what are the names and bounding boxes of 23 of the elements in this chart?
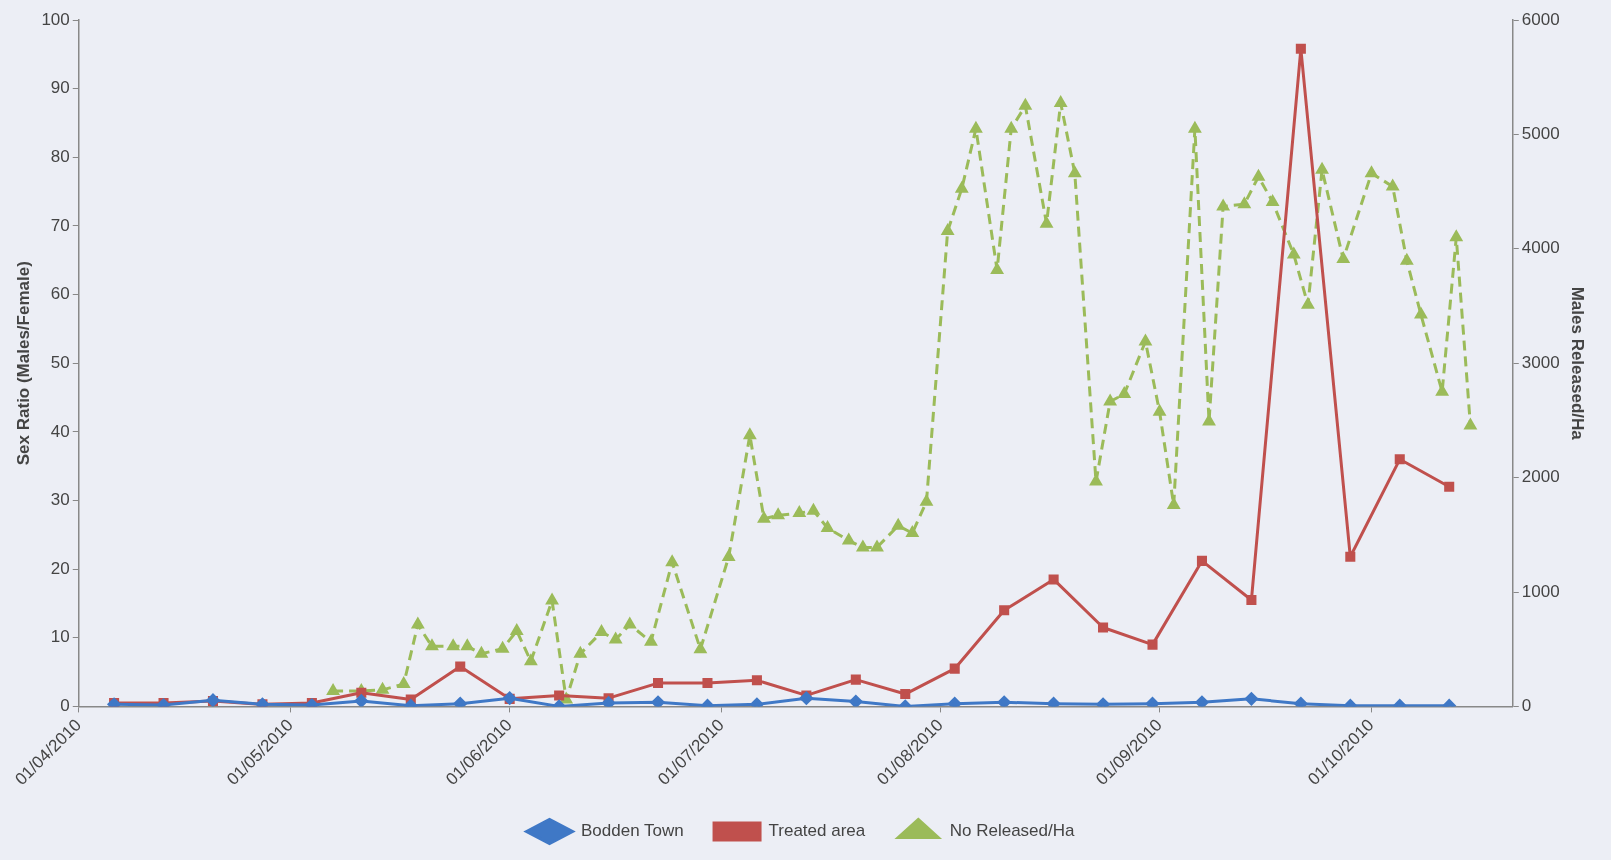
y-tick-label: 50 — [50, 352, 70, 372]
y-tick-label: 70 — [50, 215, 70, 235]
y-tick-label: 100 — [41, 9, 70, 29]
y2-tick-label: 0 — [1521, 696, 1532, 716]
y2-tick-label: 2000 — [1521, 467, 1560, 487]
y-tick-label: 60 — [50, 284, 70, 304]
y2-tick-label: 4000 — [1521, 238, 1560, 258]
legend-label: No Released/Ha — [949, 821, 1076, 841]
legend-label: Treated area — [768, 821, 866, 841]
y-axis-title: Sex Ratio (Males/Female) — [13, 261, 33, 466]
y-tick-label: 10 — [50, 627, 70, 647]
legend-label: Bodden Town — [581, 821, 684, 841]
y2-tick-label: 5000 — [1521, 124, 1560, 144]
y-tick-label: 80 — [50, 146, 70, 166]
y2-tick-label: 6000 — [1521, 9, 1560, 29]
y-tick-label: 40 — [50, 421, 70, 441]
y2-axis-title: Males Released/Ha — [1568, 286, 1588, 441]
y-tick-label: 0 — [60, 696, 70, 716]
y-tick-label: 20 — [50, 558, 70, 578]
y-tick-label: 30 — [50, 490, 70, 510]
y2-tick-label: 3000 — [1521, 352, 1560, 372]
y2-tick-label: 1000 — [1521, 581, 1560, 601]
y-tick-label: 90 — [50, 78, 70, 98]
